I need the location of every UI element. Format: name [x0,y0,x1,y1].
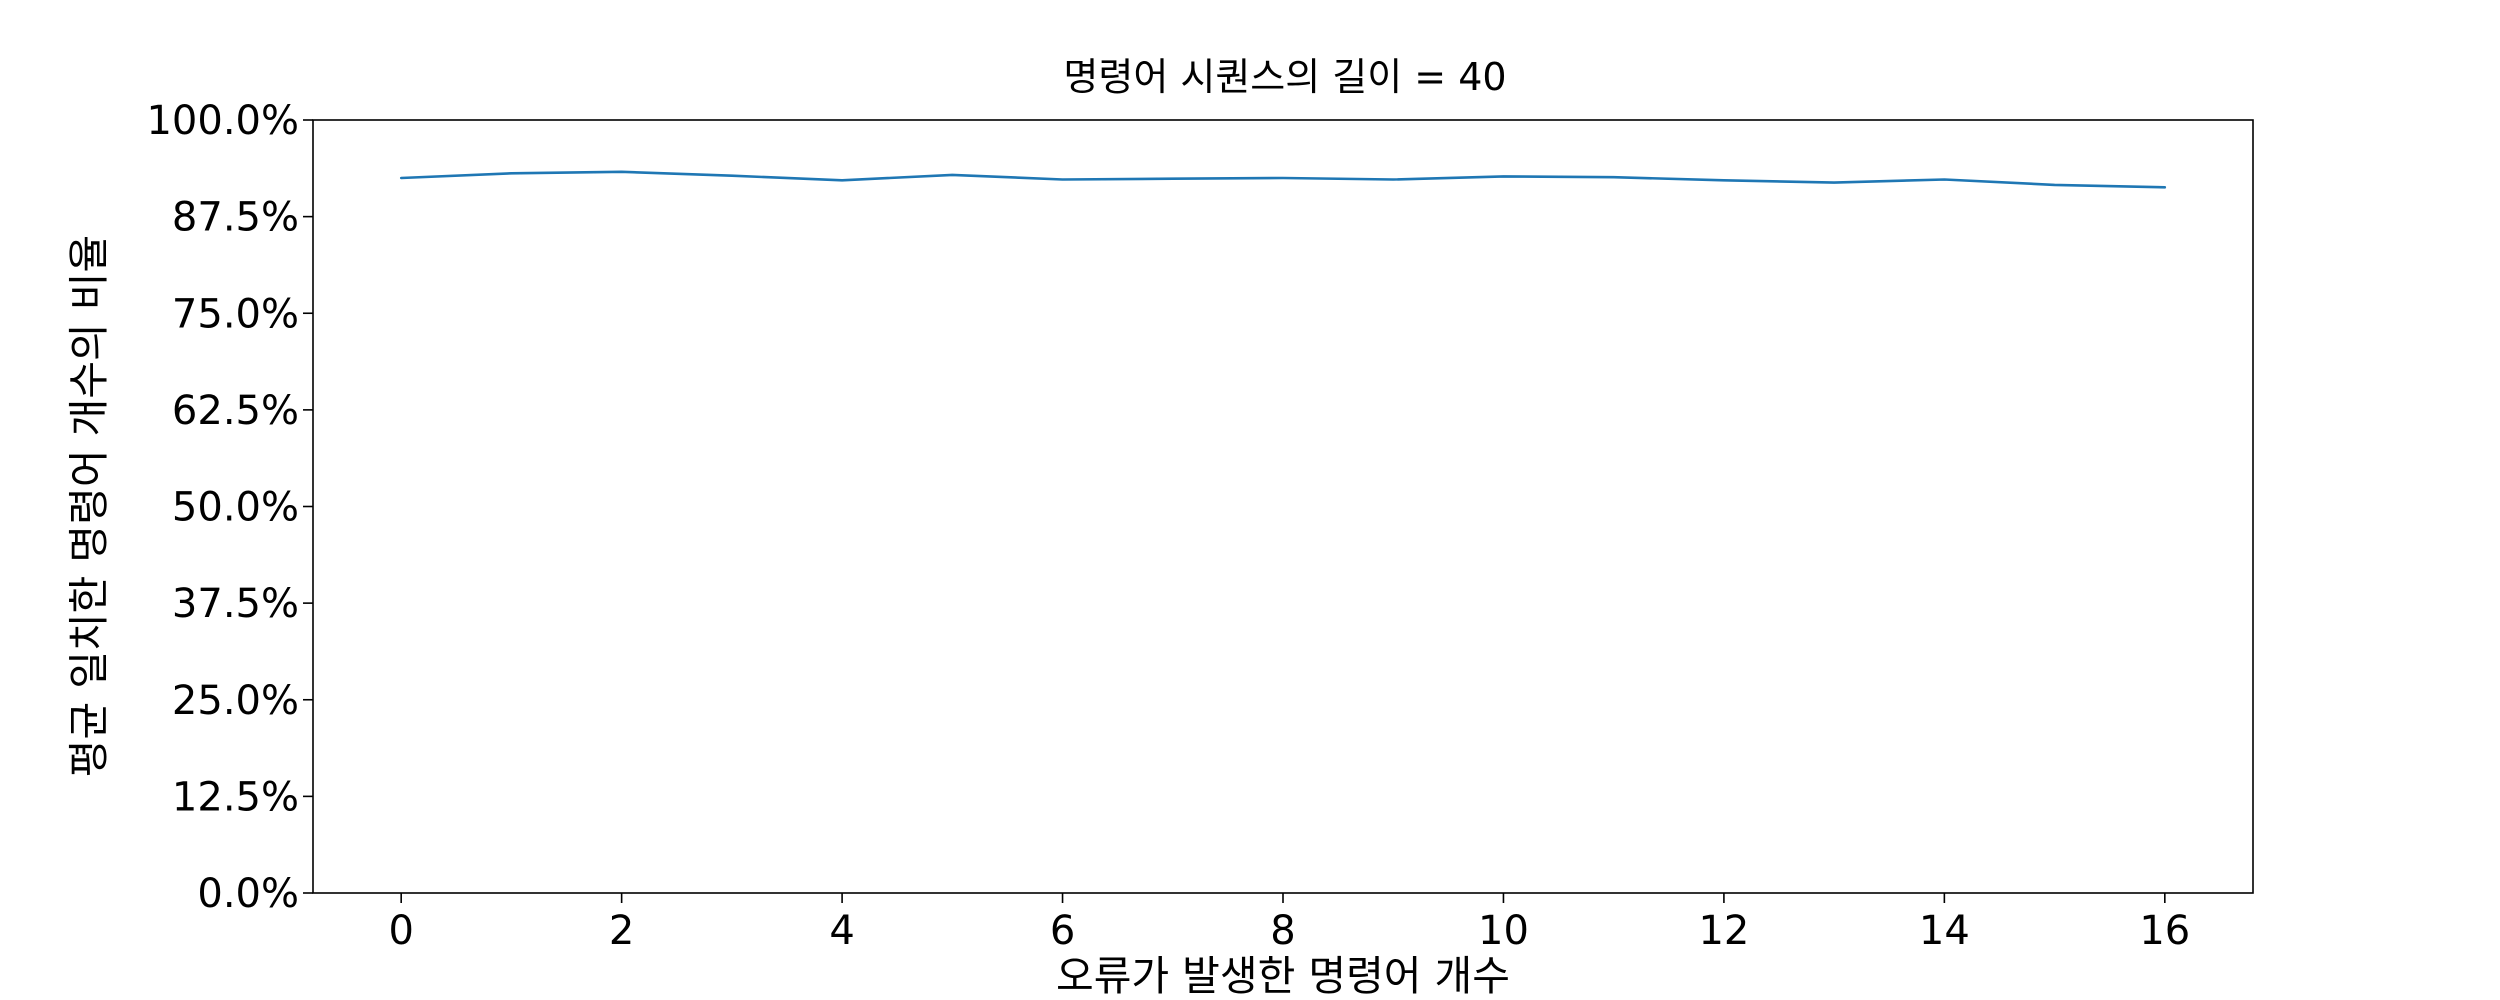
y-tick-label: 25.0% [172,678,299,724]
x-axis: 0 2 4 6 8 10 12 14 16 [388,893,2190,954]
x-tick-label: 6 [1050,908,1075,954]
x-tick-label: 14 [1919,908,1970,954]
y-tick-label: 87.5% [172,195,299,241]
y-tick-label: 50.0% [172,485,299,531]
chart-title: 명령어 시퀀스의 길이 = 40 [1063,55,1506,99]
x-tick-label: 0 [388,908,413,954]
y-axis-label: 평균 일치한 명령어 개수의 비율 [65,235,113,778]
x-axis-label: 오류가 발생한 명령어 개수 [1056,952,1510,1000]
y-axis: 0.0% 12.5% 25.0% 37.5% 50.0% 62.5% 75.0% 87.5% 1… [146,98,313,917]
x-tick-label: 8 [1270,908,1295,954]
x-tick-label: 4 [829,908,854,954]
y-tick-label: 37.5% [172,581,299,627]
x-tick-label: 2 [609,908,634,954]
x-tick-label: 12 [1698,908,1749,954]
y-tick-label: 75.0% [172,291,299,337]
series-line [399,170,2167,189]
x-tick-label: 10 [1478,908,1529,954]
series-layer [399,170,2167,189]
y-tick-label: 12.5% [172,774,299,820]
y-tick-label: 100.0% [146,98,299,144]
y-tick-label: 0.0% [197,871,299,917]
plot-area-frame [312,119,2254,894]
y-tick-label: 62.5% [172,388,299,434]
x-tick-label: 16 [2139,908,2190,954]
